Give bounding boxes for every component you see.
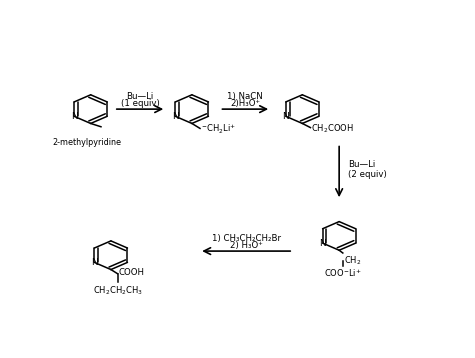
Text: CH$_{2}$CH$_{2}$CH$_{3}$: CH$_{2}$CH$_{2}$CH$_{3}$	[93, 284, 142, 297]
Text: Bu—Li: Bu—Li	[126, 92, 153, 101]
Text: (1 equiv): (1 equiv)	[121, 99, 160, 108]
Text: 1) NaCN: 1) NaCN	[228, 92, 263, 101]
Text: N: N	[282, 112, 289, 121]
Text: N: N	[91, 258, 98, 267]
Text: 2) H₃O⁺: 2) H₃O⁺	[230, 241, 263, 250]
Text: Bu—Li: Bu—Li	[348, 160, 376, 169]
Text: CH$_{2}$: CH$_{2}$	[344, 255, 361, 267]
Text: 2-methylpyridine: 2-methylpyridine	[52, 138, 122, 147]
Text: CH$_{2}$COOH: CH$_{2}$COOH	[311, 122, 354, 135]
Text: N: N	[319, 238, 326, 248]
Text: N: N	[172, 112, 179, 121]
Text: 1) CH₃CH₂CH₂Br: 1) CH₃CH₂CH₂Br	[212, 234, 281, 243]
Text: N: N	[71, 112, 77, 121]
Text: 2)H₃O⁺: 2)H₃O⁺	[230, 99, 260, 108]
Text: (2 equiv): (2 equiv)	[348, 170, 387, 179]
Text: COO$^{-}$Li$^{+}$: COO$^{-}$Li$^{+}$	[324, 268, 362, 279]
Text: COOH: COOH	[119, 268, 145, 277]
Text: $^{-}$CH$_{2}$Li$^{+}$: $^{-}$CH$_{2}$Li$^{+}$	[201, 123, 236, 136]
